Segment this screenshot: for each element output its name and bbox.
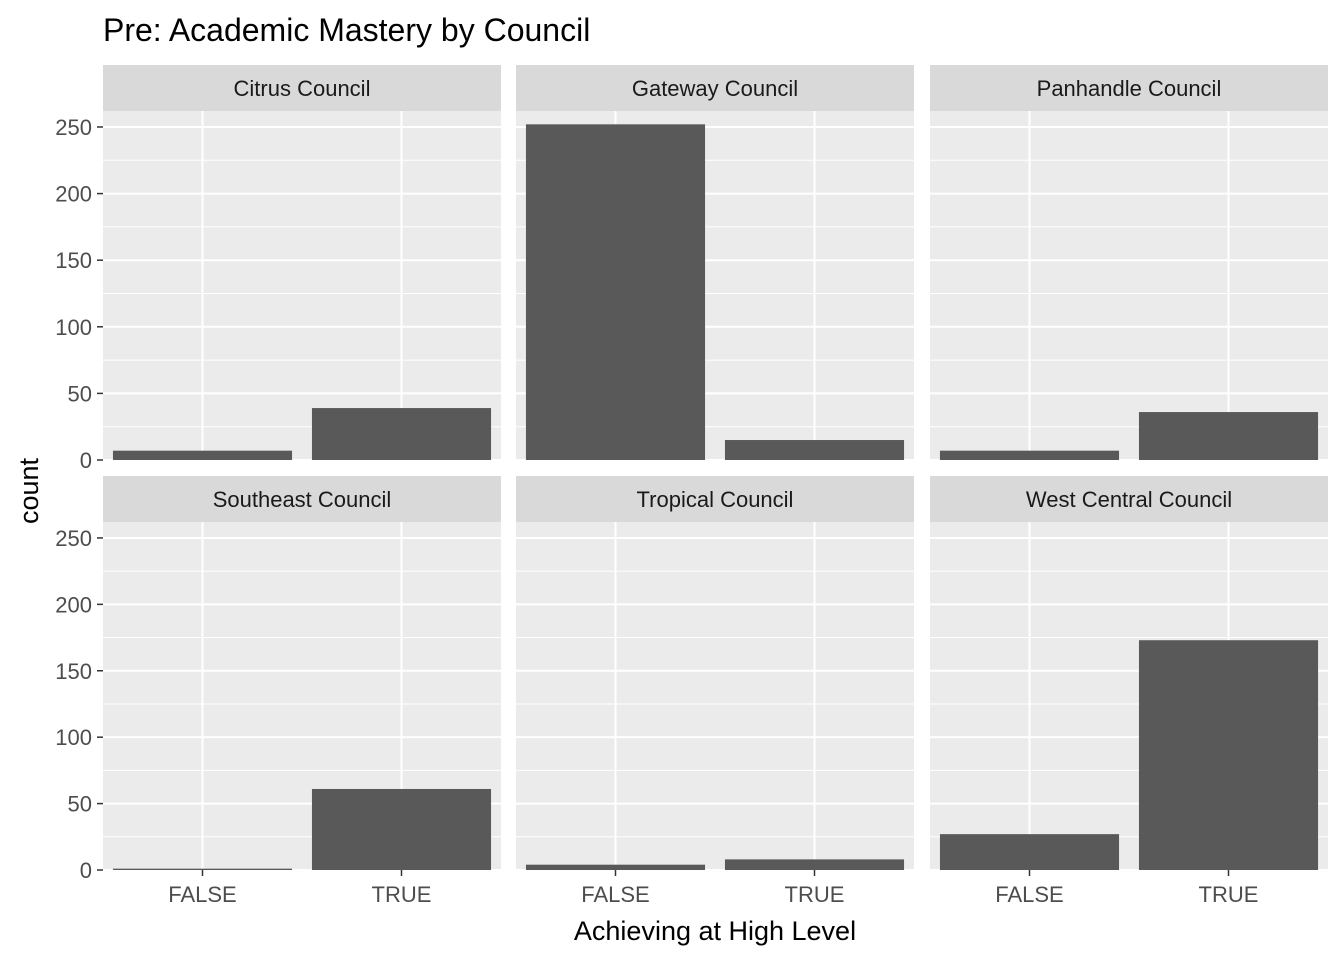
y-tick-label: 200	[55, 182, 92, 207]
y-tick-label: 200	[55, 592, 92, 617]
bar-gateway-council-false	[525, 124, 706, 460]
panel-background	[516, 522, 914, 870]
bar-panhandle-council-true	[1138, 412, 1319, 460]
facet-strip-label: Panhandle Council	[1037, 76, 1222, 101]
x-tick-label: FALSE	[168, 882, 236, 907]
chart-title: Pre: Academic Mastery by Council	[103, 12, 590, 48]
facet-tropical-council: Tropical Council FALSE TRUE	[516, 476, 914, 907]
facet-strip	[930, 65, 1328, 111]
bar-tropical-council-false	[525, 864, 706, 870]
facet-strip-label: West Central Council	[1026, 487, 1232, 512]
y-tick-label: 50	[68, 792, 92, 817]
y-tick-label: 50	[68, 381, 92, 406]
y-axis-title: count	[14, 457, 44, 524]
bar-tropical-council-true	[724, 859, 905, 870]
bar-panhandle-council-false	[939, 450, 1120, 460]
facet-strip-label: Gateway Council	[632, 76, 798, 101]
bar-west-central-council-true	[1138, 640, 1319, 870]
facet-gateway-council: Gateway Council	[516, 65, 914, 461]
bar-west-central-council-false	[939, 834, 1120, 870]
bar-citrus-council-true	[311, 408, 492, 460]
facet-southeast-council: Southeast Council 0 50 100 150 200 250 FALSE TRU…	[55, 476, 501, 907]
x-tick-label: TRUE	[372, 882, 432, 907]
y-tick-label: 150	[55, 248, 92, 273]
bar-gateway-council-true	[724, 440, 905, 460]
y-tick-label: 0	[80, 858, 92, 883]
facet-citrus-council: Citrus Council 0 50 100 150 200 250	[55, 65, 501, 473]
facet-strip-label: Citrus Council	[234, 76, 371, 101]
x-tick-label: FALSE	[995, 882, 1063, 907]
facet-panels: Citrus Council 0 50 100 150 200 250 Gateway Cou…	[55, 65, 1328, 907]
y-tick-label: 150	[55, 659, 92, 684]
facet-strip	[516, 476, 914, 522]
x-tick-label: TRUE	[1199, 882, 1259, 907]
facet-strip-label: Tropical Council	[637, 487, 794, 512]
x-tick-label: FALSE	[581, 882, 649, 907]
x-tick-label: TRUE	[785, 882, 845, 907]
y-tick-label: 100	[55, 725, 92, 750]
facet-strip	[103, 65, 501, 111]
facet-strip	[930, 476, 1328, 522]
x-axis-title: Achieving at High Level	[574, 916, 856, 946]
facet-strip	[516, 65, 914, 111]
panel-background	[103, 111, 501, 460]
y-tick-label: 100	[55, 315, 92, 340]
bar-southeast-council-false	[112, 868, 293, 870]
y-tick-label: 0	[80, 448, 92, 473]
bar-southeast-council-true	[311, 788, 492, 870]
y-tick-label: 250	[55, 115, 92, 140]
bar-citrus-council-false	[112, 450, 293, 460]
facet-west-central-council: West Central Council FALSE TRUE	[930, 476, 1328, 907]
facet-panhandle-council: Panhandle Council	[930, 65, 1328, 461]
y-tick-label: 250	[55, 526, 92, 551]
facet-strip-label: Southeast Council	[213, 487, 392, 512]
panel-background	[930, 111, 1328, 460]
facet-strip	[103, 476, 501, 522]
